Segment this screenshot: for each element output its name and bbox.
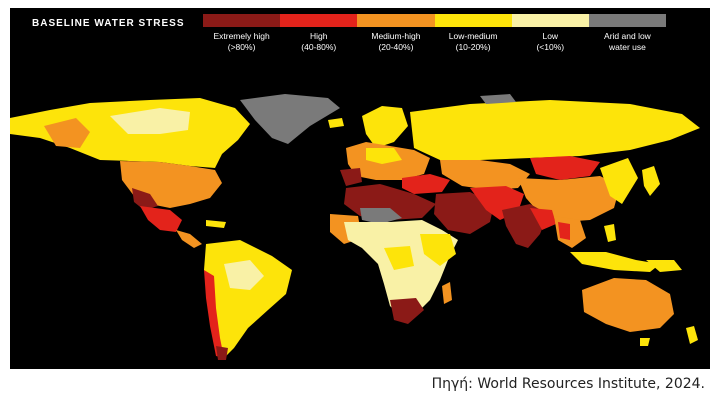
region-australia (582, 278, 674, 332)
region-japan (642, 166, 660, 196)
region-sahara (360, 208, 402, 224)
legend-label: Extremely high (213, 31, 270, 41)
region-usa-southwest (132, 188, 158, 210)
region-patagonia (216, 346, 228, 360)
legend-swatch (280, 14, 358, 27)
region-scandinavia (362, 106, 408, 148)
legend-label: Arid and low (604, 31, 651, 41)
legend-swatch (511, 14, 589, 27)
region-philippines (604, 224, 616, 242)
region-iberia (340, 168, 362, 186)
region-iceland (328, 118, 344, 128)
legend-item-medium-high: Medium-high (20-40%) (357, 14, 435, 53)
legend: Extremely high (>80%) High (40-80%) Medi… (203, 14, 667, 53)
region-east-africa (420, 234, 456, 266)
legend-range: (>80%) (227, 42, 256, 52)
legend-range: (40-80%) (301, 42, 337, 52)
legend-swatch (203, 14, 281, 27)
legend-label: High (310, 31, 328, 41)
legend-range: (20-40%) (378, 42, 414, 52)
region-alaska (44, 118, 90, 148)
region-turkey (402, 174, 450, 194)
region-indonesia (570, 252, 660, 272)
region-new-zealand (686, 326, 698, 344)
legend-item-high: High (40-80%) (280, 14, 358, 53)
legend-swatch (357, 14, 435, 27)
legend-range: (<10%) (536, 42, 565, 52)
region-central-africa (384, 246, 414, 270)
region-russia-arctic (480, 94, 516, 104)
legend-range: (10-20%) (455, 42, 491, 52)
region-andes (204, 270, 224, 358)
region-brazil-interior (224, 260, 264, 290)
legend-swatch (434, 14, 512, 27)
region-caribbean (206, 220, 226, 228)
legend-label: Low-medium (448, 31, 498, 41)
region-russia (410, 100, 700, 160)
legend-item-extremely-high: Extremely high (>80%) (203, 14, 281, 53)
water-stress-map: BASELINE WATER STRESS Extremely high (>8… (10, 8, 710, 369)
legend-range: water use (609, 42, 646, 52)
region-central-asia (440, 160, 530, 190)
map-title: BASELINE WATER STRESS (32, 18, 185, 29)
region-middle-east (434, 192, 494, 234)
region-mongolia (530, 156, 600, 180)
region-greenland (240, 94, 340, 144)
legend-item-arid: Arid and low water use (588, 14, 667, 53)
region-new-guinea (646, 260, 682, 272)
legend-item-low-medium: Low-medium (10-20%) (434, 14, 512, 53)
region-central-america (176, 230, 202, 248)
legend-item-low: Low (<10%) (511, 14, 589, 53)
region-europe-north (366, 148, 402, 164)
region-canada-north (110, 108, 190, 134)
region-southern-africa (390, 298, 424, 324)
region-thailand (558, 222, 570, 240)
region-tasmania (640, 338, 650, 346)
world-map (10, 94, 700, 360)
legend-label: Low (542, 31, 559, 41)
region-china-east (600, 158, 638, 204)
region-mexico (140, 206, 182, 232)
source-caption: Πηγή: World Resources Institute, 2024. (431, 376, 705, 392)
legend-swatch (588, 14, 667, 27)
legend-label: Medium-high (371, 31, 421, 41)
region-india-east (530, 208, 556, 230)
region-madagascar (442, 282, 452, 304)
